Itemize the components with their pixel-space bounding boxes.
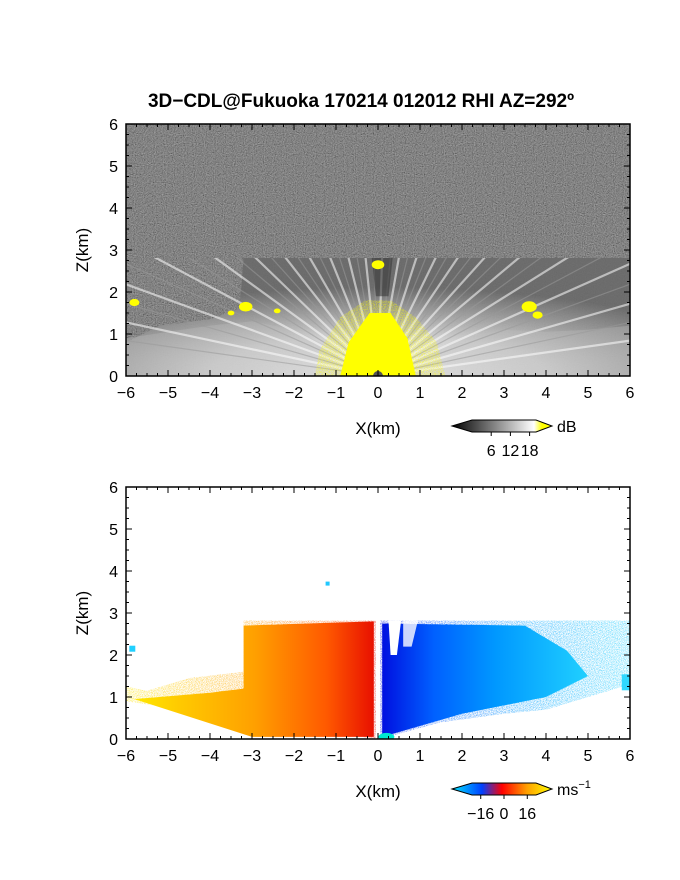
snr-high-patch — [129, 298, 140, 307]
x-tick-label: 5 — [584, 748, 593, 765]
snr-high-patch — [521, 301, 537, 313]
y-tick-label: 1 — [109, 690, 118, 707]
y-tick-label: 3 — [109, 243, 118, 260]
velocity-field — [126, 581, 630, 739]
snr-field — [126, 124, 630, 376]
x-tick-label: 4 — [542, 385, 551, 402]
x-tick-label: 2 — [458, 748, 467, 765]
y-tick-label: 5 — [109, 522, 118, 539]
snr-high-patch — [371, 260, 385, 270]
snr-high-patch — [238, 301, 253, 312]
y-tick-label: 2 — [109, 648, 118, 665]
x-tick-label: −1 — [327, 748, 345, 765]
velocity-colorbar-unit-exponent: −1 — [578, 779, 591, 791]
x-tick-label: −3 — [243, 748, 261, 765]
velocity-xlabel: X(km) — [355, 782, 400, 801]
y-tick-label: 0 — [109, 732, 118, 749]
velocity-receding-core — [382, 623, 588, 737]
snr-colorbar: 6 12 18 dB — [450, 419, 577, 460]
snr-ylabel: Z(km) — [73, 228, 92, 272]
snr-high-patch — [227, 310, 235, 316]
x-tick-label: 2 — [458, 385, 467, 402]
snr-colorbar-bar — [450, 419, 554, 433]
y-tick-label: 5 — [109, 159, 118, 176]
velocity-approaching-core — [134, 621, 374, 737]
y-tick-label: 6 — [109, 480, 118, 497]
velocity-echo — [126, 581, 630, 739]
x-tick-label: 1 — [416, 748, 425, 765]
x-tick-label: −2 — [285, 748, 303, 765]
x-tick-label: 3 — [500, 385, 509, 402]
x-tick-label: −4 — [201, 385, 219, 402]
colorbar-tick-label: 18 — [521, 443, 539, 460]
y-tick-label: 4 — [109, 201, 118, 218]
x-tick-label: 1 — [416, 385, 425, 402]
x-tick-label: −2 — [285, 385, 303, 402]
figure-title: 3D−CDL@Fukuoka 170214 012012 RHI AZ=292º — [148, 91, 574, 112]
x-tick-label: −1 — [327, 385, 345, 402]
velocity-gap — [403, 620, 418, 647]
x-tick-label: 0 — [374, 385, 383, 402]
x-tick-label: 0 — [374, 748, 383, 765]
colorbar-tick-label: −16 — [467, 806, 494, 823]
y-tick-label: 0 — [109, 369, 118, 386]
velocity-colorbar-unit-base: ms — [557, 782, 578, 799]
y-tick-label: 1 — [109, 327, 118, 344]
x-tick-label: 3 — [500, 748, 509, 765]
radar-site-marker — [378, 732, 395, 739]
snr-noise-cover-texture — [126, 124, 630, 258]
colorbar-tick-label: 16 — [518, 806, 536, 823]
x-tick-label: −3 — [243, 385, 261, 402]
y-tick-label: 3 — [109, 606, 118, 623]
snr-echo-shadow — [399, 325, 630, 376]
x-tick-label: −6 — [117, 385, 135, 402]
velocity-colorbar-bar — [450, 782, 554, 796]
x-tick-label: −6 — [117, 748, 135, 765]
velocity-stray-pixel — [621, 674, 630, 691]
snr-beam — [126, 303, 379, 376]
velocity-axes: −6 −5 −4 −3 −2 −1 0 1 2 3 4 5 6 0 1 2 3 4 5 6 — [109, 480, 634, 765]
snr-high-core-solid — [340, 313, 416, 376]
x-tick-label: 4 — [542, 748, 551, 765]
x-tick-label: −4 — [201, 748, 219, 765]
velocity-ylabel: Z(km) — [73, 591, 92, 635]
x-tick-label: −5 — [159, 385, 177, 402]
x-tick-label: 6 — [626, 748, 635, 765]
velocity-colorbar: −16 0 16 ms−1 — [450, 779, 591, 823]
snr-colorbar-unit: dB — [557, 419, 577, 436]
snr-echo — [126, 124, 630, 376]
x-tick-label: 5 — [584, 385, 593, 402]
snr-axes: −6 −5 −4 −3 −2 −1 0 1 2 3 4 5 6 0 1 2 3 4 5 6 — [109, 117, 634, 402]
colorbar-tick-label: 0 — [500, 806, 509, 823]
velocity-gap — [388, 620, 402, 655]
snr-beam — [126, 321, 379, 376]
velocity-stray-pixel — [325, 581, 330, 586]
y-tick-label: 6 — [109, 117, 118, 134]
snr-high-patch — [273, 308, 281, 314]
velocity-stray-pixel — [129, 645, 136, 652]
snr-colorbar-ticks: 6 12 18 — [487, 432, 539, 460]
x-tick-label: −5 — [159, 748, 177, 765]
velocity-colorbar-ticks: −16 0 16 — [467, 795, 536, 823]
velocity-panel: −6 −5 −4 −3 −2 −1 0 1 2 3 4 5 6 0 1 2 3 4 5 6 Z(km) X(km) −… — [73, 480, 635, 823]
colorbar-tick-label: 12 — [502, 443, 520, 460]
velocity-colorbar-unit: ms−1 — [557, 779, 591, 799]
snr-high-patch — [532, 311, 543, 319]
colorbar-tick-label: 6 — [487, 443, 496, 460]
x-tick-label: 6 — [626, 385, 635, 402]
snr-xlabel: X(km) — [355, 419, 400, 438]
y-tick-label: 4 — [109, 564, 118, 581]
snr-beam — [126, 339, 379, 376]
y-tick-label: 2 — [109, 285, 118, 302]
